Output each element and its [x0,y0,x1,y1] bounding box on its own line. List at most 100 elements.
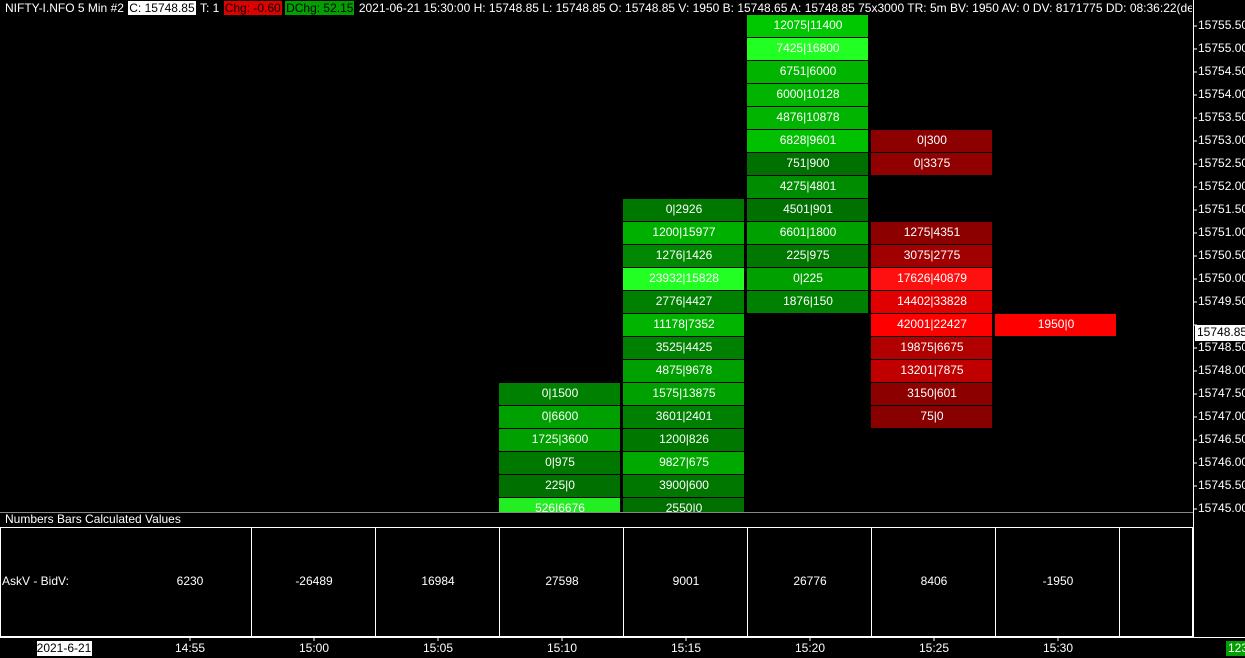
cell-label: 0|975 [545,455,575,469]
close: C: 15748.85 [128,1,196,15]
current-price: 15748.85 [1197,325,1245,339]
cell-label: 42001|22427 [897,317,967,331]
footprint-cell [499,452,620,474]
price-label: 15755.50 [1198,18,1245,32]
footprint-cell [871,406,992,428]
cell-label: 0|6600 [542,409,579,423]
footprint-cell [747,291,868,313]
price-label: 15745.00 [1198,501,1245,515]
cell-label: 13201|7875 [900,363,964,377]
cell-label: 3900|600 [659,478,709,492]
cell-label: 6828|9601 [780,133,837,147]
footprint-cell [871,222,992,244]
value: 6230 [177,574,204,588]
footprint-cell [871,130,992,152]
price-label: 15752.00 [1198,179,1245,193]
value: 8406 [921,574,948,588]
price-label: 15746.50 [1198,432,1245,446]
footprint-cell [747,84,868,106]
cell-label: 23932|15828 [649,271,719,285]
time-label: 14:55 [175,641,205,655]
footprint-cell [499,406,620,428]
time-label: 15:00 [299,641,329,655]
footprint-cell [871,268,992,290]
row-label: AskV - BidV: [2,574,69,588]
cell-label: 1950|0 [1038,317,1075,331]
cell-label: 751|900 [786,156,829,170]
footprint-cell [747,61,868,83]
date-label: 2021-6-21 [37,641,92,655]
cell-label: 1876|150 [783,294,833,308]
price-label: 15748.00 [1198,363,1245,377]
price-label: 15749.50 [1198,294,1245,308]
price-label: 15751.00 [1198,225,1245,239]
cell-label: 4501|901 [783,202,833,216]
footprint-cell [747,130,868,152]
footprint-cell [747,38,868,60]
footprint-cell [623,429,744,451]
cell-label: 4876|10878 [776,110,840,124]
footprint-cell [623,222,744,244]
cell-label: 1200|15977 [652,225,716,239]
footprint-cell [623,314,744,336]
cell-label: 3601|2401 [656,409,713,423]
cell-label: 0|1500 [542,386,579,400]
time-label: 15:10 [547,641,577,655]
cell-label: 0|225 [793,271,823,285]
footprint-cell [499,498,620,512]
footprint-cell [623,383,744,405]
cell-label: 225|0 [545,478,575,492]
price-label: 15751.50 [1198,202,1245,216]
time-label: 15:15 [671,641,701,655]
cell-label: 75|0 [920,409,943,423]
footprint-cell [871,245,992,267]
price-label: 15754.50 [1198,64,1245,78]
time-label: 15:25 [919,641,949,655]
price-label: 15754.00 [1198,87,1245,101]
current-price-box [1195,325,1245,341]
price-label: 15750.00 [1198,271,1245,285]
price-label: 15755.00 [1198,41,1245,55]
cell-label: 4275|4801 [780,179,837,193]
symbol: NIFTY-I.NFO 5 Min #2 [5,1,124,15]
footprint-cell [623,268,744,290]
counter-label: 123 [1228,641,1245,655]
time-label: 15:20 [795,641,825,655]
footprint-cell [871,291,992,313]
cell-label: 4875|9678 [656,363,713,377]
cell-label: 3075|2775 [904,248,961,262]
footprint-cell [747,15,868,37]
change: Chg: -0.60 [223,1,282,15]
pane-title: Numbers Bars Calculated Values [5,512,181,526]
cell-label: 6751|6000 [780,64,837,78]
header: NIFTY-I.NFO 5 Min #2 C: 15748.85 T: 1 Ch… [4,1,1192,16]
cell-label: 11178|7352 [653,317,715,331]
footprint-cell [623,291,744,313]
footprint-cell [623,498,744,512]
cell-label: 3525|4425 [656,340,713,354]
cell-label: 6000|10128 [776,87,840,101]
price-label: 15747.50 [1198,386,1245,400]
counter-box [1226,641,1245,656]
value: 27598 [545,574,579,588]
time-label: 15:30 [1043,641,1073,655]
price-label: 15752.50 [1198,156,1245,170]
footprint-cell [871,337,992,359]
footprint-cell [747,268,868,290]
footprint-cell [871,360,992,382]
price-label: 15753.50 [1198,110,1245,124]
footprint-cell [623,199,744,221]
price-label: 15745.50 [1198,478,1245,492]
price-label: 15750.50 [1198,248,1245,262]
cell-label: 1725|3600 [532,432,589,446]
value: -1950 [1043,574,1074,588]
cell-label: 14402|33828 [897,294,967,308]
ticks: T: 1 [200,1,220,15]
price-label: 15746.00 [1198,455,1245,469]
footprint-cell [623,406,744,428]
cell-label: 526|6676 [535,501,585,515]
cell-label: 7425|16800 [776,41,840,55]
footprint-cell [747,222,868,244]
